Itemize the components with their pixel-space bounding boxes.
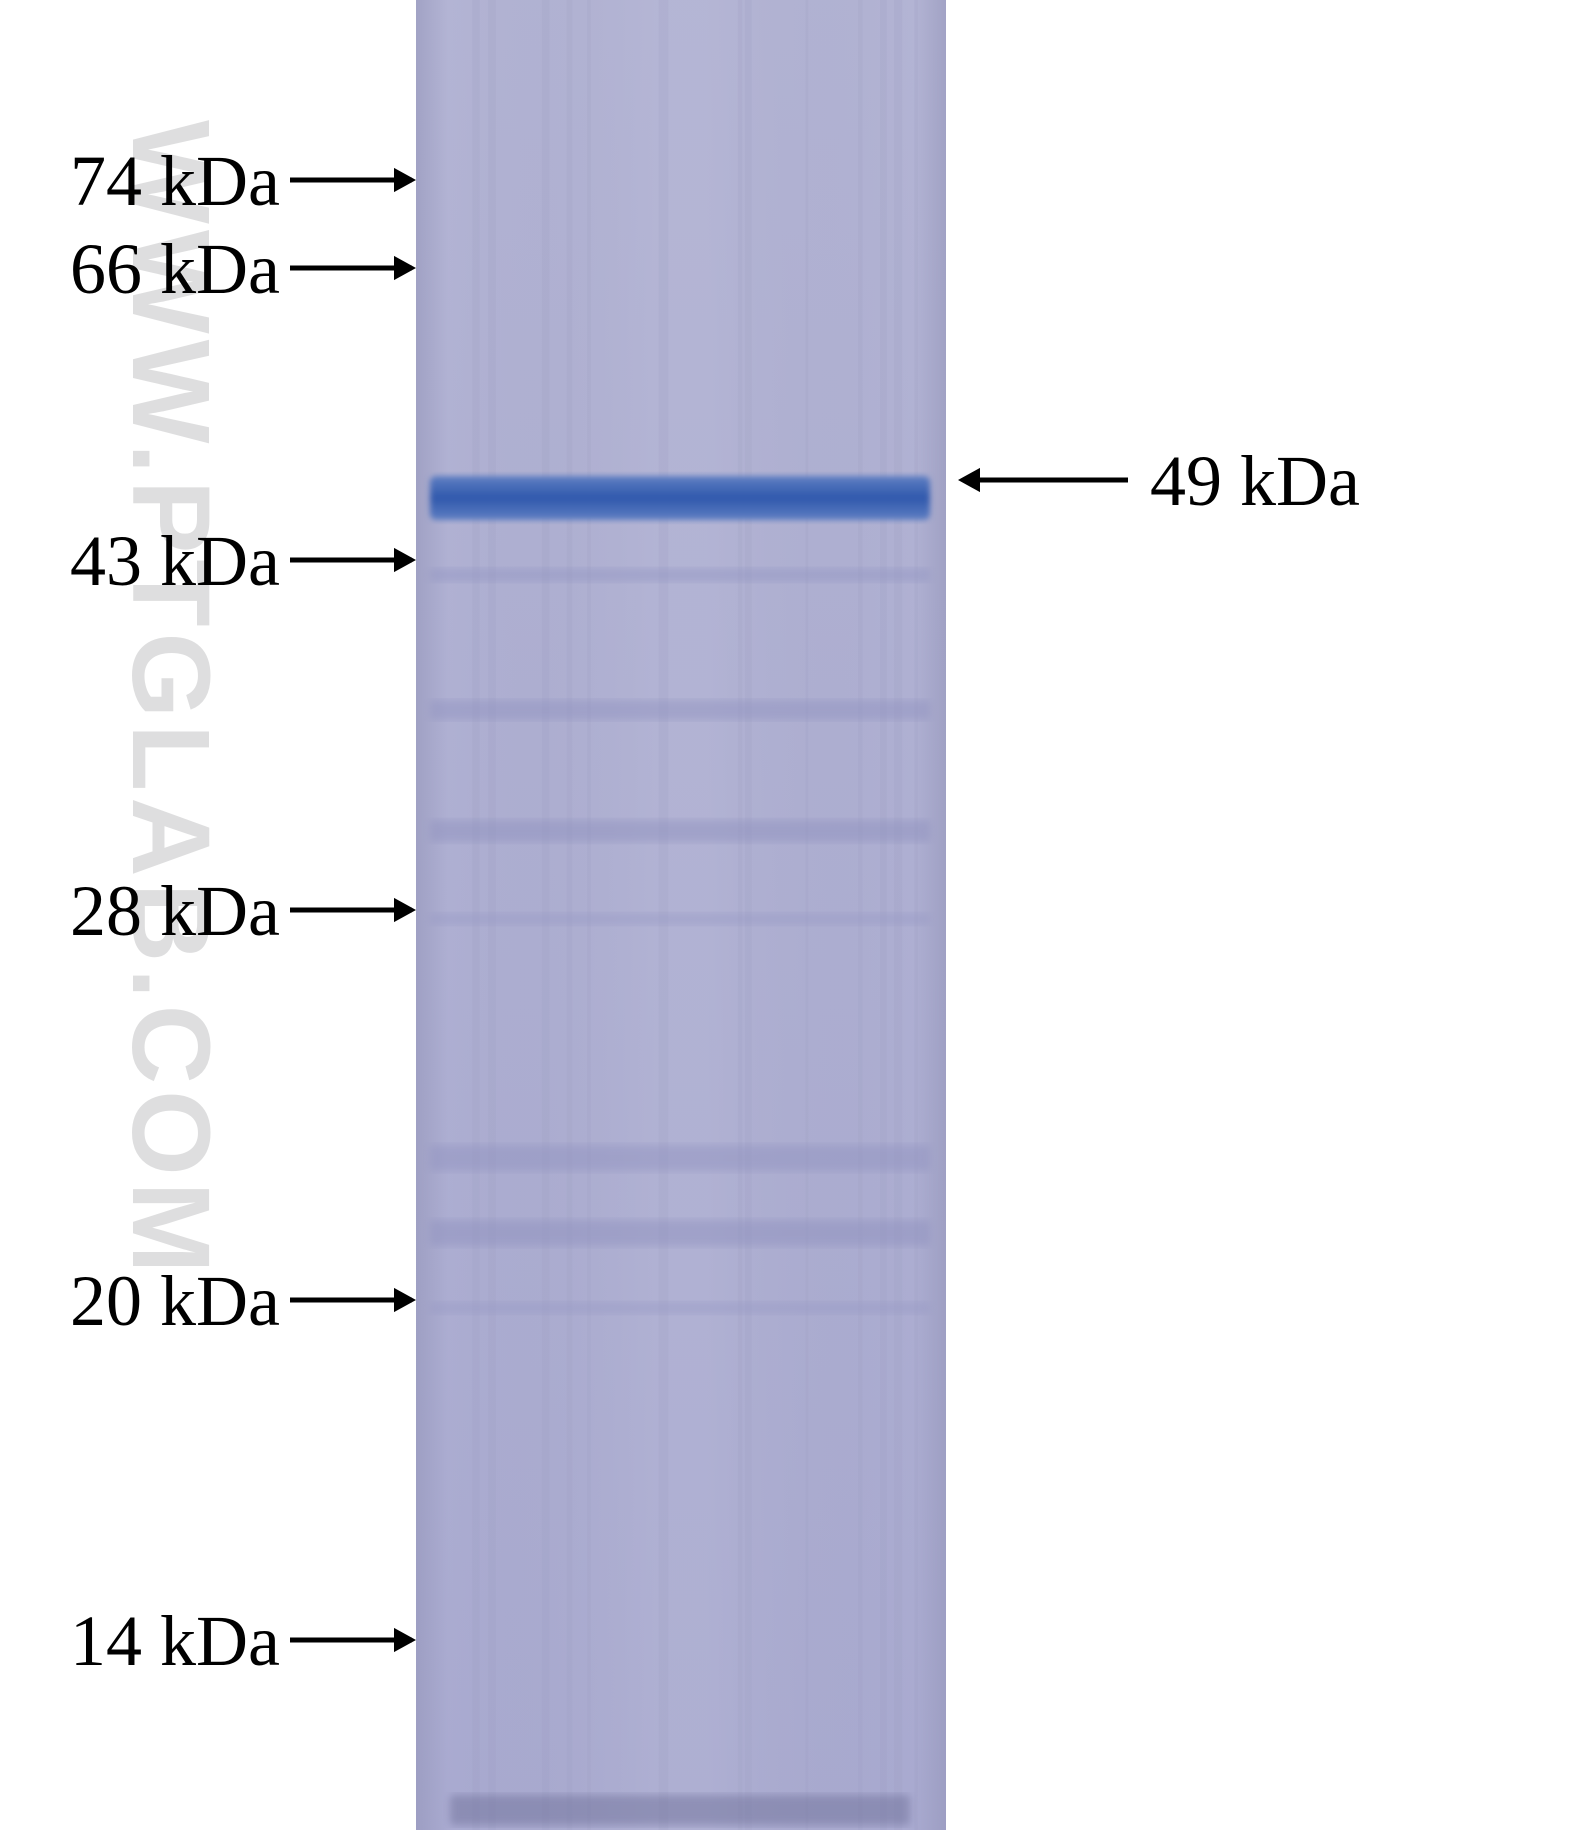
marker-arrow-5 bbox=[290, 1614, 442, 1666]
marker-arrow-2 bbox=[290, 534, 442, 586]
marker-label-5: 14 kDa bbox=[70, 1600, 280, 1683]
marker-label-1: 66 kDa bbox=[70, 228, 280, 311]
sample-band-arrow bbox=[958, 454, 1154, 506]
marker-arrow-3 bbox=[290, 884, 442, 936]
marker-label-4: 20 kDa bbox=[70, 1260, 280, 1343]
marker-arrow-1 bbox=[290, 242, 442, 294]
marker-arrow-4 bbox=[290, 1274, 442, 1326]
marker-label-0: 74 kDa bbox=[70, 140, 280, 223]
sample-band-label: 49 kDa bbox=[1150, 440, 1360, 523]
marker-arrow-0 bbox=[290, 154, 442, 206]
marker-label-2: 43 kDa bbox=[70, 520, 280, 603]
marker-label-3: 28 kDa bbox=[70, 870, 280, 953]
